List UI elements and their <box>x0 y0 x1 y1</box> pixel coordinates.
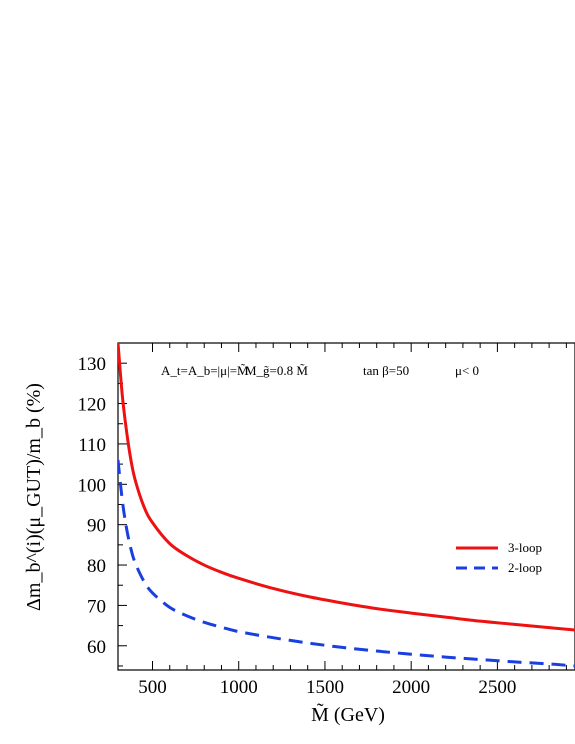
annotation-tanbeta-text: tan β=50 <box>363 363 409 378</box>
y-tick-label: 100 <box>78 475 107 496</box>
y-tick-label: 80 <box>87 556 106 577</box>
annotation-tanbeta: tan β=50 <box>363 363 409 378</box>
y-axis-title: Δm_b^(i)(μ_GUT)/m_b (%) <box>23 383 45 611</box>
x-tick-label: 500 <box>138 677 167 698</box>
y-tick-label: 90 <box>87 516 106 537</box>
plot-frame <box>117 342 575 671</box>
legend-label-2-loop: 2-loop <box>508 560 542 575</box>
plot-border <box>117 342 575 671</box>
annotations: A_t=A_b=|μ|=M̃ M_g̃=0.8 M̃ tan β=50 μ< 0 <box>161 363 479 378</box>
annotation-gluino: M_g̃=0.8 M̃ <box>245 363 308 378</box>
annotation-trilinear-text: A_t=A_b=|μ|=M̃ <box>161 363 249 378</box>
y-tick-label: 60 <box>87 637 106 658</box>
annotation-trilinear: A_t=A_b=|μ|=M̃ <box>161 363 249 378</box>
legend: 3-loop 2-loop <box>456 540 542 575</box>
x-tick-label: 2000 <box>392 677 430 698</box>
series-line-3-loop <box>118 343 575 632</box>
axis-ticks <box>118 342 567 670</box>
legend-label-3-loop: 3-loop <box>508 540 542 555</box>
tick-labels: 500 1000 1500 2000 2500 60 70 80 90 100 110 120 130 <box>78 354 517 698</box>
y-tick-label: 130 <box>78 354 107 375</box>
annotation-gluino-text: M_g̃=0.8 M̃ <box>245 363 308 378</box>
y-tick-label: 110 <box>78 435 106 456</box>
annotation-mu-sign: μ< 0 <box>455 363 479 378</box>
x-tick-label: 1000 <box>220 677 258 698</box>
y-tick-label: 70 <box>87 596 106 617</box>
x-axis-title: M̃ (GeV) <box>311 702 385 726</box>
series-line-2-loop <box>118 459 575 668</box>
x-tick-label: 1500 <box>306 677 344 698</box>
annotation-mu-sign-text: μ< 0 <box>455 363 479 378</box>
y-tick-label: 120 <box>78 395 107 416</box>
x-tick-label: 2500 <box>478 677 516 698</box>
series-layer <box>118 343 575 668</box>
